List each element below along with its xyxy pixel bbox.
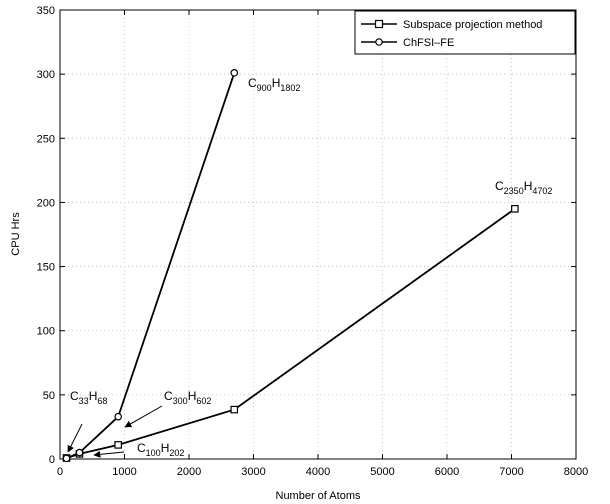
annotation-subscript: 33	[79, 396, 89, 406]
x-tick-label: 3000	[241, 466, 265, 478]
annotation-symbol: H	[524, 179, 533, 193]
annotation-arrow	[67, 423, 83, 453]
chfsi-point	[230, 69, 239, 77]
legend-box	[354, 10, 576, 55]
annotation-subscript: 2350	[504, 186, 524, 196]
annotation-subscript: 602	[196, 396, 211, 406]
legend-marker-square	[374, 19, 384, 29]
annotation-subscript: 900	[257, 83, 272, 93]
legend: Subspace projection method ChFSI–FE	[354, 10, 576, 55]
chfsi-series-line	[66, 72, 236, 460]
annotation-symbol: C	[164, 389, 173, 403]
y-tick-label: 200	[37, 197, 55, 209]
x-tick-label: 5000	[370, 466, 394, 478]
legend-label-chfsi: ChFSI–FE	[403, 37, 454, 49]
legend-label-subspace: Subspace projection method	[403, 19, 542, 31]
y-axis-ticks: 0 50 100 150 200 250 300 350	[37, 5, 576, 466]
annotation-formula: C300H602	[164, 389, 211, 406]
y-axis-label: CPU Hrs	[10, 212, 22, 256]
y-tick-label: 150	[37, 262, 55, 274]
annotation-subscript: 4702	[532, 186, 552, 196]
x-tick-label: 0	[57, 466, 63, 478]
annotation-formula: C2350H4702	[495, 179, 552, 196]
x-tick-label: 8000	[564, 466, 588, 478]
y-tick-label: 0	[49, 454, 55, 466]
annotation-formula: C100H202	[137, 441, 184, 458]
annotation-symbol: C	[70, 389, 79, 403]
annotation-symbol: H	[188, 389, 197, 403]
chfsi-point	[75, 448, 84, 457]
annotation-symbol: C	[248, 76, 257, 90]
subspace-point	[230, 405, 239, 414]
subspace-point	[511, 205, 519, 213]
y-tick-label: 50	[43, 390, 55, 402]
annotation-subscript: 1802	[280, 83, 300, 93]
x-tick-label: 7000	[499, 466, 523, 478]
subspace-point	[114, 441, 122, 449]
y-tick-label: 250	[37, 133, 55, 145]
annotation-arrow	[124, 405, 163, 428]
annotation-subscript: 202	[169, 448, 184, 458]
x-axis-ticks: 0 1000 2000 3000 4000 5000 6000 7000 8000	[57, 10, 588, 478]
chfsi-point	[62, 454, 71, 463]
annotation-subscript: 68	[97, 396, 107, 406]
annotation-subscript: 300	[173, 396, 188, 406]
x-tick-label: 6000	[435, 466, 459, 478]
x-tick-label: 4000	[306, 466, 330, 478]
annotation-symbol: H	[272, 76, 281, 90]
x-tick-label: 1000	[112, 466, 136, 478]
series-layer	[62, 69, 519, 463]
chfsi-point	[114, 412, 122, 421]
annotation-symbol: C	[137, 441, 146, 455]
x-axis-label: Number of Atoms	[276, 490, 361, 502]
plot-frame	[59, 9, 577, 460]
x-tick-label: 2000	[177, 466, 201, 478]
y-tick-label: 300	[37, 69, 55, 81]
y-tick-label: 350	[37, 5, 55, 17]
y-tick-label: 100	[37, 326, 55, 338]
annotations: C33H68C100H202C300H602C900H1802C2350H470…	[67, 76, 552, 458]
annotation-symbol: H	[161, 441, 170, 455]
annotation-arrow	[93, 450, 125, 458]
annotation-formula: C33H68	[70, 389, 107, 406]
annotation-subscript: 100	[146, 448, 161, 458]
grid	[60, 10, 576, 459]
annotation-symbol: C	[495, 179, 504, 193]
annotation-formula: C900H1802	[248, 76, 300, 93]
legend-marker-circle	[375, 38, 383, 46]
annotation-symbol: H	[89, 389, 98, 403]
